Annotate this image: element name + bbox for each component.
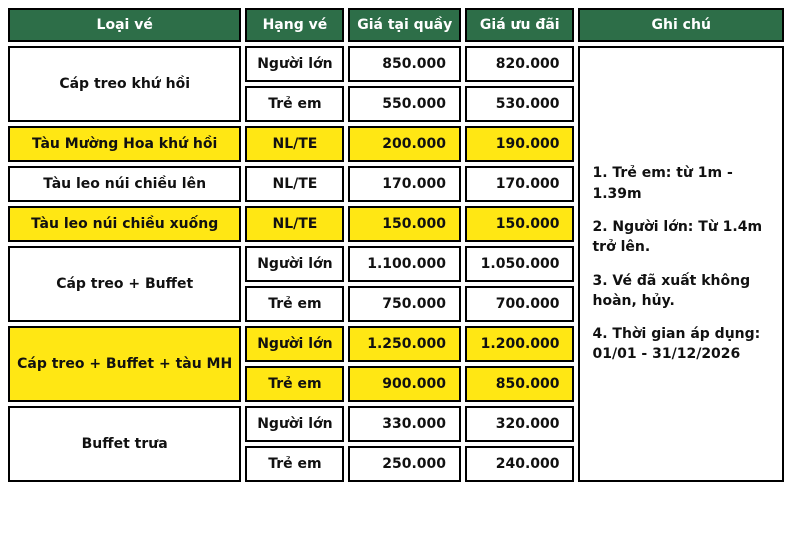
fare-class-cell: NL/TE bbox=[245, 206, 345, 242]
promo-price-cell: 170.000 bbox=[465, 166, 575, 202]
fare-class-cell: Người lớn bbox=[245, 246, 345, 282]
note-no-refund: 3. Vé đã xuất không hoàn, hủy. bbox=[592, 272, 751, 309]
ticket-type-cell: Cáp treo + Buffet bbox=[8, 246, 242, 322]
promo-price-cell: 820.000 bbox=[465, 46, 575, 82]
fare-class-cell: NL/TE bbox=[245, 126, 345, 162]
table-row: Trẻ em 900.000 850.000 bbox=[8, 366, 784, 402]
note-adult-height: 2. Người lớn: Từ 1.4m trở lên. bbox=[592, 218, 763, 256]
ticket-type-cell: Cáp treo khứ hồi bbox=[8, 46, 242, 122]
ticket-type-cell: Buffet trưa bbox=[8, 406, 242, 482]
table-row: Trẻ em 250.000 240.000 bbox=[8, 446, 784, 482]
col-header-counter-price: Giá tại quầy bbox=[348, 8, 462, 42]
counter-price-cell: 330.000 bbox=[348, 406, 462, 442]
fare-class-cell: Người lớn bbox=[245, 406, 345, 442]
promo-price-cell: 700.000 bbox=[465, 286, 575, 322]
ticket-type-cell: Tàu leo núi chiều lên bbox=[8, 166, 242, 202]
counter-price-cell: 1.100.000 bbox=[348, 246, 462, 282]
counter-price-cell: 1.250.000 bbox=[348, 326, 462, 362]
table-row: Tàu Mường Hoa khứ hồi NL/TE 200.000 190.… bbox=[8, 126, 784, 162]
note-validity: 4. Thời gian áp dụng: 01/01 - 31/12/2026 bbox=[592, 326, 761, 363]
table-row: Cáp treo + Buffet Người lớn 1.100.000 1.… bbox=[8, 246, 784, 322]
table-row: Buffet trưa Người lớn 330.000 320.000 bbox=[8, 406, 784, 482]
table-row: Trẻ em 750.000 700.000 bbox=[8, 286, 784, 322]
counter-price-cell: 750.000 bbox=[348, 286, 462, 322]
table-row: Trẻ em 550.000 530.000 bbox=[8, 86, 784, 122]
promo-price-cell: 320.000 bbox=[465, 406, 575, 442]
promo-price-cell: 850.000 bbox=[465, 366, 575, 402]
ticket-type-cell: Tàu leo núi chiều xuống bbox=[8, 206, 242, 242]
col-header-ticket-type: Loại vé bbox=[8, 8, 242, 42]
promo-price-cell: 530.000 bbox=[465, 86, 575, 122]
counter-price-cell: 200.000 bbox=[348, 126, 462, 162]
ticket-type-cell: Tàu Mường Hoa khứ hồi bbox=[8, 126, 242, 162]
promo-price-cell: 1.200.000 bbox=[465, 326, 575, 362]
promo-price-cell: 190.000 bbox=[465, 126, 575, 162]
ticket-type-cell: Cáp treo + Buffet + tàu MH bbox=[8, 326, 242, 402]
fare-class-cell: NL/TE bbox=[245, 166, 345, 202]
col-header-fare-class: Hạng vé bbox=[245, 8, 345, 42]
counter-price-cell: 150.000 bbox=[348, 206, 462, 242]
counter-price-cell: 850.000 bbox=[348, 46, 462, 82]
fare-class-cell: Trẻ em bbox=[245, 86, 345, 122]
note-child-height: 1. Trẻ em: từ 1m - 1.39m bbox=[592, 165, 733, 202]
promo-price-cell: 150.000 bbox=[465, 206, 575, 242]
table-row: Tàu leo núi chiều xuống NL/TE 150.000 15… bbox=[8, 206, 784, 242]
counter-price-cell: 900.000 bbox=[348, 366, 462, 402]
table-row: Tàu leo núi chiều lên NL/TE 170.000 170.… bbox=[8, 166, 784, 202]
promo-price-cell: 240.000 bbox=[465, 446, 575, 482]
counter-price-cell: 170.000 bbox=[348, 166, 462, 202]
table-row: Cáp treo + Buffet + tàu MH Người lớn 1.2… bbox=[8, 326, 784, 402]
promo-price-cell: 1.050.000 bbox=[465, 246, 575, 282]
table-row: Cáp treo khứ hồi Người lớn 850.000 820.0… bbox=[8, 46, 784, 482]
fare-class-cell: Người lớn bbox=[245, 326, 345, 362]
notes-cell: 1. Trẻ em: từ 1m - 1.39m 2. Người lớn: T… bbox=[578, 46, 784, 482]
fare-class-cell: Người lớn bbox=[245, 46, 345, 82]
counter-price-cell: 550.000 bbox=[348, 86, 462, 122]
fare-class-cell: Trẻ em bbox=[245, 286, 345, 322]
ticket-price-table: Loại vé Hạng vé Giá tại quầy Giá ưu đãi … bbox=[4, 4, 788, 486]
col-header-promo-price: Giá ưu đãi bbox=[465, 8, 575, 42]
col-header-notes: Ghi chú bbox=[578, 8, 784, 42]
counter-price-cell: 250.000 bbox=[348, 446, 462, 482]
header-row: Loại vé Hạng vé Giá tại quầy Giá ưu đãi … bbox=[8, 8, 784, 42]
fare-class-cell: Trẻ em bbox=[245, 446, 345, 482]
fare-class-cell: Trẻ em bbox=[245, 366, 345, 402]
